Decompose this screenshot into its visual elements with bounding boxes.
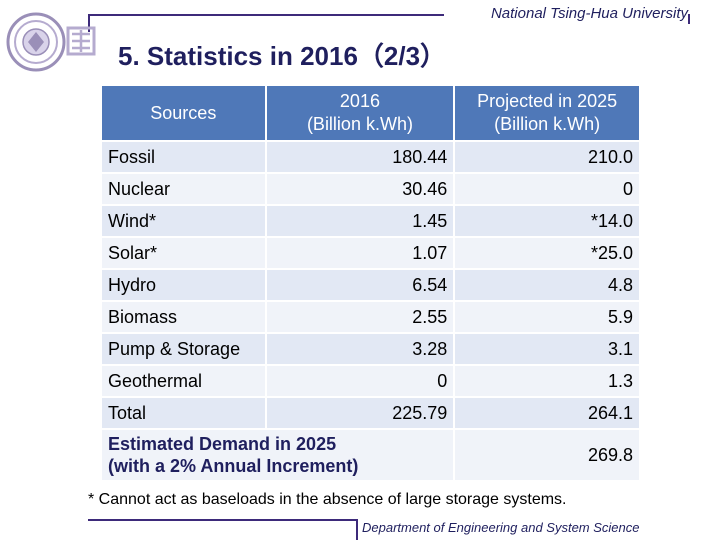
row-value-2025: 5.9 (455, 302, 639, 332)
footer-rule (88, 519, 358, 521)
footer-rule-tick (356, 519, 358, 540)
row-value-2016: 6.54 (266, 270, 454, 300)
header-rule-tick (88, 14, 90, 32)
department-name: Department of Engineering and System Sci… (362, 520, 640, 535)
row-value-2025: 0 (455, 174, 639, 204)
header-2025: Projected in 2025 (Billion k.Wh) (455, 86, 639, 140)
table-row: Solar* 1.07 *25.0 (102, 238, 639, 268)
header-2016-unit: (Billion k.Wh) (306, 114, 413, 134)
row-value-2016: 30.46 (266, 174, 454, 204)
table-row: Biomass 2.55 5.9 (102, 302, 639, 332)
demand-label: Estimated Demand in 2025 (with a 2% Annu… (102, 430, 454, 480)
row-value-2016: 180.44 (266, 142, 454, 172)
row-source: Hydro (102, 270, 265, 300)
header-2025-title: Projected in 2025 (477, 91, 618, 111)
header-sources: Sources (102, 86, 265, 140)
row-value-2016: 2.55 (266, 302, 454, 332)
row-source: Solar* (102, 238, 265, 268)
row-value-2016: 1.07 (266, 238, 454, 268)
row-value-2025: 264.1 (455, 398, 639, 428)
row-value-2025: *25.0 (455, 238, 639, 268)
row-source: Nuclear (102, 174, 265, 204)
row-source: Biomass (102, 302, 265, 332)
row-value-2016: 1.45 (266, 206, 454, 236)
table-row: Wind* 1.45 *14.0 (102, 206, 639, 236)
row-source: Fossil (102, 142, 265, 172)
row-source: Wind* (102, 206, 265, 236)
table-row-demand: Estimated Demand in 2025 (with a 2% Annu… (102, 430, 639, 480)
university-seal-icon (6, 12, 96, 72)
table-row-total: Total 225.79 264.1 (102, 398, 639, 428)
row-value-2025: 3.1 (455, 334, 639, 364)
table-row: Geothermal 0 1.3 (102, 366, 639, 396)
row-value-2025: 1.3 (455, 366, 639, 396)
table-row: Pump & Storage 3.28 3.1 (102, 334, 639, 364)
row-value-2025: 4.8 (455, 270, 639, 300)
row-value-2016: 0 (266, 366, 454, 396)
row-value-2016: 3.28 (266, 334, 454, 364)
header-2025-unit: (Billion k.Wh) (494, 114, 601, 134)
demand-label-line1: Estimated Demand in 2025 (108, 434, 337, 454)
table-row: Fossil 180.44 210.0 (102, 142, 639, 172)
row-value-2016: 225.79 (266, 398, 454, 428)
university-name: National Tsing-Hua University (490, 5, 688, 22)
demand-value: 269.8 (455, 430, 639, 480)
row-value-2025: *14.0 (455, 206, 639, 236)
header-2016-year: 2016 (339, 91, 380, 111)
header-rule-end (688, 14, 690, 24)
slide-title: 5. Statistics in 2016（2/3） (118, 41, 447, 71)
statistics-table: Sources 2016 (Billion k.Wh) Projected in… (100, 84, 641, 482)
footnote: * Cannot act as baseloads in the absence… (88, 491, 567, 508)
row-source: Geothermal (102, 366, 265, 396)
row-source: Total (102, 398, 265, 428)
row-value-2025: 210.0 (455, 142, 639, 172)
header-rule (88, 14, 444, 16)
header-2016: 2016 (Billion k.Wh) (266, 86, 454, 140)
table-row: Nuclear 30.46 0 (102, 174, 639, 204)
table-header-row: Sources 2016 (Billion k.Wh) Projected in… (102, 86, 639, 140)
demand-label-line2: (with a 2% Annual Increment) (108, 456, 359, 476)
row-source: Pump & Storage (102, 334, 265, 364)
table-row: Hydro 6.54 4.8 (102, 270, 639, 300)
